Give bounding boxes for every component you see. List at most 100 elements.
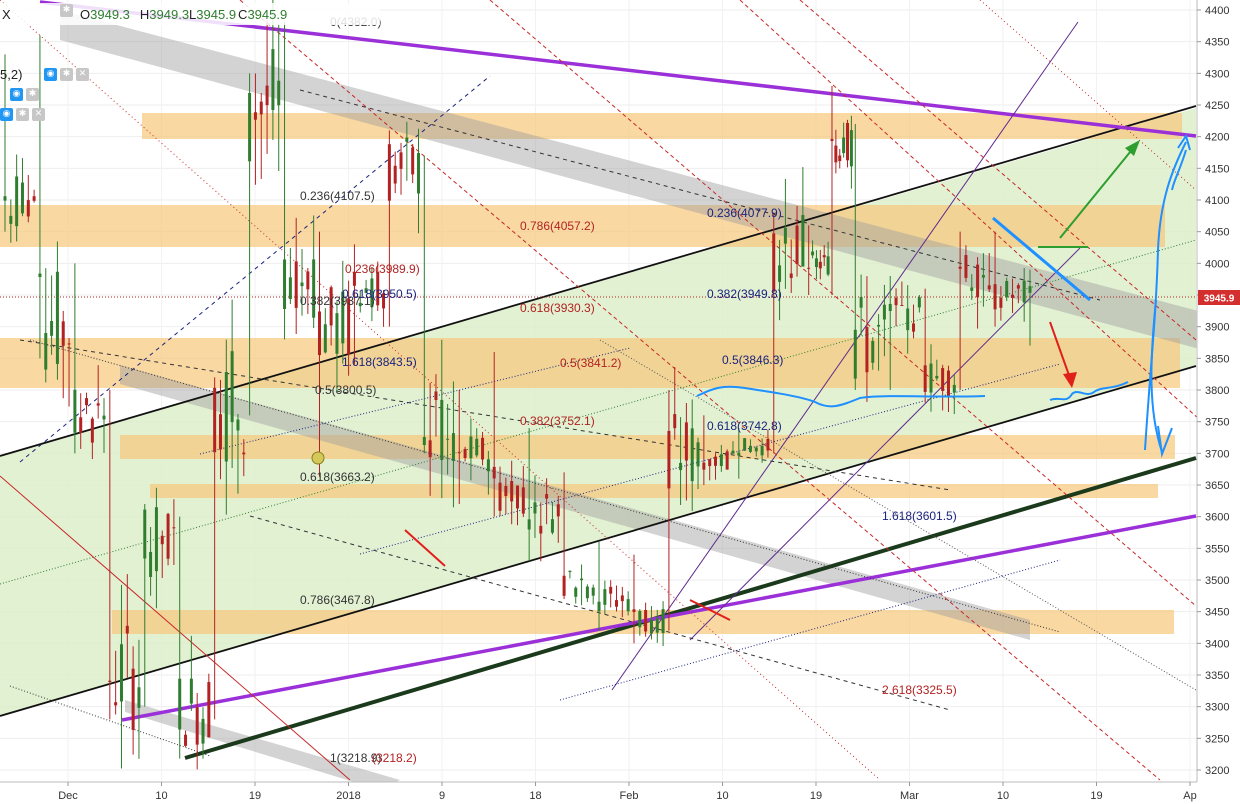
candle-body (358, 302, 362, 307)
candle-body (783, 227, 787, 244)
fib-label: 0.786(3467.8) (300, 593, 375, 607)
close-icon-1[interactable]: ✕ (76, 68, 89, 81)
price-tick-label: 3600 (1205, 512, 1229, 524)
green-arrowhead (1125, 140, 1140, 156)
ohlc-values: O3949.3 H3949.3L3945.9 C3945.9 (80, 7, 287, 22)
zone-3830 (0, 338, 1180, 388)
candle-body (778, 265, 782, 282)
candle-body (807, 267, 811, 269)
candle-body (481, 437, 485, 460)
candle-body (929, 363, 933, 393)
candle-body (731, 450, 735, 454)
candle-body (9, 215, 13, 224)
settings-icon-1[interactable]: ◉ (44, 68, 57, 81)
candle-body (370, 278, 374, 308)
gear-icon-2[interactable]: ✱ (26, 88, 39, 101)
settings-icon-2[interactable]: ◉ (10, 88, 23, 101)
candle-body (85, 398, 89, 406)
candle-body (376, 271, 380, 306)
candle-body (1016, 285, 1020, 289)
forecast-drawings (311, 133, 1191, 465)
blue-forecast-squiggle (1049, 381, 1129, 401)
candle-body (906, 308, 910, 331)
candle-body (849, 130, 853, 167)
price-axis[interactable]: 4400435043004250420041504100405040003950… (1196, 0, 1240, 782)
candle-body (667, 430, 671, 489)
candle-body (178, 678, 182, 730)
candle-body (859, 297, 863, 308)
close-icon-3[interactable]: ✕ (32, 108, 45, 121)
candle-body (352, 272, 356, 286)
blue-forecast-drop (1150, 299, 1163, 453)
candle-body (811, 251, 815, 256)
ascending-channel-lower (0, 365, 1197, 717)
fib-label: 1.618(3843.5) (342, 355, 417, 369)
candle-body (696, 442, 700, 467)
candle-body (67, 343, 71, 345)
green-arrow (1059, 145, 1136, 239)
candle-body (55, 271, 59, 364)
candle-body (533, 502, 537, 514)
price-tick-label: 4050 (1205, 227, 1229, 239)
candle-body (428, 440, 432, 458)
price-tick-label: 4150 (1205, 163, 1229, 175)
fib-label: 2.618(3325.5) (882, 683, 957, 697)
candle-body (294, 261, 298, 308)
candle-body (79, 417, 83, 433)
candle-body (1022, 280, 1026, 303)
candle-body (102, 415, 106, 420)
time-tick-label: Ap (1183, 790, 1196, 802)
candle-body (382, 293, 386, 309)
price-tick-label: 3550 (1205, 543, 1229, 555)
candle-body (329, 287, 333, 326)
candle-body (550, 519, 554, 533)
price-tick-label: 3350 (1205, 670, 1229, 682)
blue-forecast-up-arrow (1144, 141, 1187, 451)
candle-body (283, 259, 287, 309)
candle-body (649, 619, 653, 634)
dashed-black-3 (249, 515, 951, 711)
time-tick-label: 19 (810, 790, 822, 802)
candle-body (865, 326, 869, 373)
price-tick-label: 3250 (1205, 733, 1229, 745)
settings-icon-3[interactable]: ◉ (0, 108, 13, 121)
candle-body (853, 329, 857, 379)
candle-body (838, 155, 842, 162)
time-axis[interactable]: Dec 10 19 2018 9 18 Feb 10 19 Mar 10 19 Ap (0, 781, 1240, 804)
candle-body (935, 375, 939, 379)
open-label: O (80, 7, 90, 22)
time-axis-background (0, 782, 1240, 804)
candle-body (26, 200, 30, 217)
candle-body (1005, 281, 1009, 298)
candle-body (818, 261, 822, 269)
low-value: 3945.9 (196, 7, 236, 22)
candle-body (347, 298, 351, 355)
settings-icon-4[interactable]: ✱ (60, 4, 73, 17)
candle-body (137, 687, 141, 708)
price-tick-label: 3750 (1205, 417, 1229, 429)
candle-body (312, 259, 316, 318)
low-label: L (189, 7, 196, 22)
price-tick-label: 4100 (1205, 195, 1229, 207)
candle-body (562, 575, 566, 596)
fib-label: (3218.2) (372, 751, 417, 765)
dotted-blue-1 (199, 347, 631, 455)
candle-body (96, 403, 100, 406)
gear-icon-1[interactable]: ✱ (60, 68, 73, 81)
candle-body (300, 282, 304, 287)
blue-resistance-segment (992, 216, 1091, 302)
zone-3720 (120, 435, 1175, 459)
close-value: 3945.9 (247, 7, 287, 22)
gear-icon-3[interactable]: ✱ (16, 108, 29, 121)
red-dashed-2 (739, 0, 1201, 421)
time-tick-label: 10 (155, 790, 167, 802)
candle-body (597, 601, 601, 612)
symbol-stub: X (2, 7, 11, 22)
candle-body (399, 152, 403, 169)
candle-body (213, 387, 217, 453)
candle-body (498, 482, 502, 511)
candle-body (620, 595, 624, 602)
candle-body (632, 609, 636, 613)
ohlc-header-bg (0, 3, 380, 25)
